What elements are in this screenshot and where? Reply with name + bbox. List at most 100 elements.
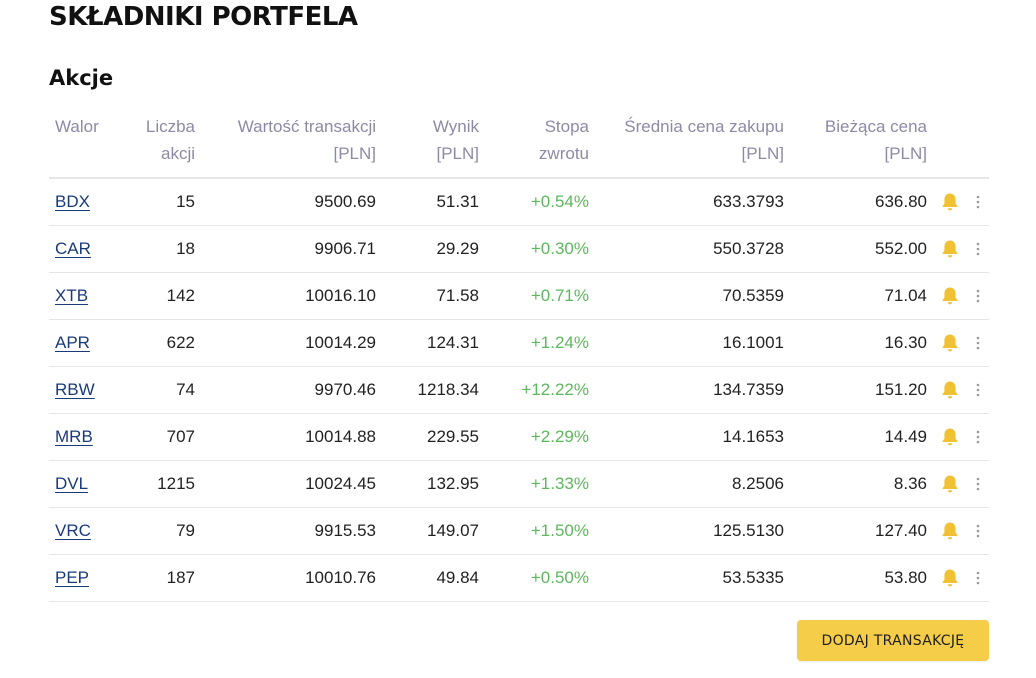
- cell-current-price: 552.00: [790, 225, 933, 273]
- cell-actions: [933, 366, 989, 414]
- cell-actions: [933, 413, 989, 461]
- cell-transaction-value: 10014.29: [201, 319, 382, 367]
- cell-transaction-value: 10010.76: [201, 554, 382, 602]
- ticker-link[interactable]: CAR: [55, 239, 91, 258]
- table-row: BDX 15 9500.69 51.31 +0.54% 633.3793 636.80: [49, 178, 989, 226]
- cell-result: 51.31: [382, 178, 485, 226]
- bell-icon[interactable]: [941, 192, 959, 212]
- cell-return-rate: +2.29%: [485, 413, 595, 461]
- ticker-link[interactable]: XTB: [55, 286, 89, 305]
- bell-icon[interactable]: [941, 474, 959, 494]
- page-title: SKŁADNIKI PORTFELA: [49, 2, 358, 32]
- ticker-link[interactable]: APR: [55, 333, 90, 352]
- header-ticker: Walor: [49, 105, 131, 179]
- bell-icon[interactable]: [941, 427, 959, 447]
- cell-current-price: 16.30: [790, 319, 933, 367]
- cell-ticker: BDX: [49, 178, 131, 226]
- cell-share-count: 18: [131, 225, 201, 273]
- bell-icon[interactable]: [941, 333, 959, 353]
- more-vertical-icon[interactable]: [973, 382, 983, 398]
- cell-current-price: 71.04: [790, 272, 933, 320]
- bell-icon[interactable]: [941, 380, 959, 400]
- table-header-row: Walor Liczba akcji Wartość transakcji [P…: [49, 105, 989, 179]
- cell-share-count: 1215: [131, 460, 201, 508]
- cell-result: 29.29: [382, 225, 485, 273]
- cell-return-rate: +1.24%: [485, 319, 595, 367]
- header-average-price: Średnia cena zakupu [PLN]: [595, 105, 790, 179]
- cell-actions: [933, 319, 989, 367]
- cell-share-count: 142: [131, 272, 201, 320]
- cell-transaction-value: 9500.69: [201, 178, 382, 226]
- cell-return-rate: +1.33%: [485, 460, 595, 508]
- cell-actions: [933, 554, 989, 602]
- cell-transaction-value: 9970.46: [201, 366, 382, 414]
- cell-ticker: PEP: [49, 554, 131, 602]
- cell-current-price: 14.49: [790, 413, 933, 461]
- cell-share-count: 622: [131, 319, 201, 367]
- cell-average-price: 16.1001: [595, 319, 790, 367]
- ticker-link[interactable]: DVL: [55, 474, 89, 493]
- cell-return-rate: +1.50%: [485, 507, 595, 555]
- header-current-price: Bieżąca cena [PLN]: [790, 105, 933, 179]
- cell-return-rate: +0.30%: [485, 225, 595, 273]
- cell-average-price: 8.2506: [595, 460, 790, 508]
- cell-average-price: 14.1653: [595, 413, 790, 461]
- cell-result: 149.07: [382, 507, 485, 555]
- cell-transaction-value: 10024.45: [201, 460, 382, 508]
- bell-icon[interactable]: [941, 568, 959, 588]
- cell-average-price: 70.5359: [595, 272, 790, 320]
- cell-share-count: 707: [131, 413, 201, 461]
- cell-current-price: 127.40: [790, 507, 933, 555]
- more-vertical-icon[interactable]: [973, 570, 983, 586]
- cell-share-count: 187: [131, 554, 201, 602]
- cell-return-rate: +0.54%: [485, 178, 595, 226]
- more-vertical-icon[interactable]: [973, 335, 983, 351]
- more-vertical-icon[interactable]: [973, 288, 983, 304]
- holdings-table: Walor Liczba akcji Wartość transakcji [P…: [49, 105, 989, 602]
- cell-return-rate: +12.22%: [485, 366, 595, 414]
- bell-icon[interactable]: [941, 521, 959, 541]
- cell-average-price: 53.5335: [595, 554, 790, 602]
- table-row: APR 622 10014.29 124.31 +1.24% 16.1001 16.30: [49, 319, 989, 367]
- cell-actions: [933, 178, 989, 226]
- add-transaction-button[interactable]: DODAJ TRANSAKCJĘ: [797, 620, 989, 661]
- more-vertical-icon[interactable]: [973, 476, 983, 492]
- cell-share-count: 74: [131, 366, 201, 414]
- cell-ticker: RBW: [49, 366, 131, 414]
- more-vertical-icon[interactable]: [973, 523, 983, 539]
- ticker-link[interactable]: BDX: [55, 192, 90, 211]
- cell-actions: [933, 225, 989, 273]
- ticker-link[interactable]: MRB: [55, 427, 93, 446]
- cell-result: 1218.34: [382, 366, 485, 414]
- cell-transaction-value: 10016.10: [201, 272, 382, 320]
- cell-ticker: VRC: [49, 507, 131, 555]
- header-result: Wynik [PLN]: [382, 105, 485, 179]
- header-transaction-value: Wartość transakcji [PLN]: [201, 105, 382, 179]
- cell-current-price: 636.80: [790, 178, 933, 226]
- cell-ticker: XTB: [49, 272, 131, 320]
- cell-result: 132.95: [382, 460, 485, 508]
- cell-current-price: 53.80: [790, 554, 933, 602]
- more-vertical-icon[interactable]: [973, 194, 983, 210]
- cell-result: 49.84: [382, 554, 485, 602]
- ticker-link[interactable]: PEP: [55, 568, 90, 587]
- bell-icon[interactable]: [941, 286, 959, 306]
- section-title-stocks: Akcje: [49, 66, 114, 90]
- cell-average-price: 550.3728: [595, 225, 790, 273]
- ticker-link[interactable]: RBW: [55, 380, 95, 399]
- more-vertical-icon[interactable]: [973, 429, 983, 445]
- table-row: MRB 707 10014.88 229.55 +2.29% 14.1653 14.49: [49, 413, 989, 461]
- cell-average-price: 633.3793: [595, 178, 790, 226]
- cell-share-count: 79: [131, 507, 201, 555]
- header-return-rate: Stopa zwrotu: [485, 105, 595, 179]
- header-actions: [933, 105, 989, 179]
- ticker-link[interactable]: VRC: [55, 521, 91, 540]
- bell-icon[interactable]: [941, 239, 959, 259]
- more-vertical-icon[interactable]: [973, 241, 983, 257]
- table-row: RBW 74 9970.46 1218.34 +12.22% 134.7359 151.20: [49, 366, 989, 414]
- cell-ticker: DVL: [49, 460, 131, 508]
- cell-result: 124.31: [382, 319, 485, 367]
- cell-current-price: 151.20: [790, 366, 933, 414]
- cell-result: 229.55: [382, 413, 485, 461]
